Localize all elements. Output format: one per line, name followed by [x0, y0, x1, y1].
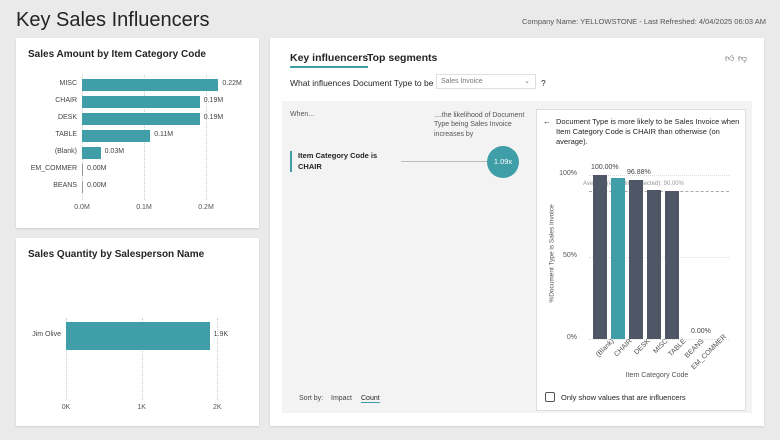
- category-label: BEANS: [53, 182, 77, 189]
- category-label: Jim Olive: [32, 331, 61, 338]
- data-label: 0.00%: [691, 328, 711, 335]
- x-tick-label: 0.0M: [74, 204, 90, 211]
- data-label: 96.88%: [627, 169, 651, 177]
- bar: [593, 175, 607, 339]
- x-tick-label: 0.2M: [198, 204, 214, 211]
- y-tick-label: 0%: [566, 334, 577, 341]
- x-tick-label: 1K: [137, 404, 146, 411]
- thumbs-down-icon[interactable]: 👎︎: [738, 53, 748, 63]
- page-title: Key Sales Influencers: [16, 9, 210, 31]
- bar: [82, 164, 83, 176]
- influencers-checkbox[interactable]: [545, 392, 555, 402]
- gridline: [141, 318, 143, 400]
- bar: [82, 130, 151, 142]
- sort-impact[interactable]: Impact: [331, 395, 353, 402]
- bar: [82, 79, 219, 91]
- bar: [66, 322, 210, 350]
- x-tick-label: 2K: [212, 404, 222, 411]
- data-label: 0.00M: [87, 182, 107, 189]
- y-tick-label: 100%: [559, 170, 577, 177]
- thumbs-up-icon[interactable]: 👍︎: [725, 53, 735, 63]
- x-axis-title: Item Category Code: [625, 372, 689, 379]
- back-arrow-icon[interactable]: ←: [543, 117, 551, 126]
- bar: [665, 190, 679, 339]
- data-label: 0.19M: [203, 114, 224, 121]
- help-icon[interactable]: ?: [541, 78, 546, 88]
- data-label: 0.03M: [104, 148, 125, 155]
- y-axis-title: %Document Type is Sales Invoice: [548, 204, 556, 303]
- detail-panel: ← Document Type is more likely to be Sal…: [536, 109, 746, 411]
- data-label: 1.9K: [213, 331, 229, 338]
- bar: [82, 113, 200, 125]
- gridline: [217, 318, 219, 400]
- sales-quantity-chart: 0K 1K 2K Jim Olive 1.9K: [16, 238, 259, 426]
- data-label: 100.00%: [591, 164, 619, 171]
- key-influencers-card: Key influencers Top segments 👍︎ 👎︎ What …: [270, 38, 764, 426]
- sales-amount-chart: 0.0M 0.1M 0.2M MISC 0.22M CHAIR 0.19M DESK 0.19M…: [16, 38, 259, 228]
- category-label: TABLE: [55, 131, 77, 138]
- sales-quantity-card: Sales Quantity by Salesperson Name 0K 1K 2…: [16, 238, 259, 426]
- target-dropdown[interactable]: Sales Invoice ⌄: [436, 74, 536, 89]
- bar: [629, 180, 643, 339]
- gridline: [589, 175, 729, 176]
- data-label: 0.00M: [87, 165, 107, 172]
- influencer-item[interactable]: Item Category Code is CHAIR: [290, 151, 385, 172]
- influencer-panel: When... ....the likelihood of Document T…: [282, 101, 752, 413]
- data-label: 0.19M: [203, 97, 224, 104]
- x-tick-label: 0.1M: [136, 204, 152, 211]
- chevron-down-icon: ⌄: [524, 78, 530, 85]
- refresh-info: Company Name: YELLOWSTONE - Last Refresh…: [521, 17, 766, 26]
- bar: [82, 96, 200, 108]
- chart-title: Sales Amount by Item Category Code: [28, 49, 206, 60]
- dropdown-value: Sales Invoice: [441, 78, 483, 85]
- data-label: 0.11M: [154, 131, 174, 138]
- x-tick-label: 0K: [61, 404, 71, 411]
- bar: [611, 178, 625, 339]
- when-label: When...: [290, 111, 315, 118]
- gridline: [206, 75, 207, 200]
- tab-key-influencers[interactable]: Key influencers: [290, 52, 369, 68]
- bar: [82, 181, 83, 193]
- arrow-line: [401, 161, 487, 162]
- detail-text: Document Type is more likely to be Sales…: [556, 117, 740, 147]
- tab-top-segments[interactable]: Top segments: [367, 52, 438, 64]
- bar: [647, 189, 661, 339]
- bar: [82, 147, 101, 159]
- gridline: [589, 339, 729, 340]
- sales-amount-card: Sales Amount by Item Category Code 0.0M 0…: [16, 38, 259, 228]
- gridline: [66, 318, 67, 400]
- y-tick-label: 50%: [562, 252, 577, 259]
- data-label: 0.22M: [222, 80, 242, 87]
- category-label: MISC: [59, 80, 78, 87]
- sort-label: Sort by:: [299, 395, 324, 402]
- chart-title: Sales Quantity by Salesperson Name: [28, 249, 205, 260]
- checkbox-label: Only show values that are influencers: [561, 393, 686, 402]
- category-label: (Blank): [54, 148, 77, 155]
- likelihood-label: ....the likelihood of Document Type bein…: [434, 112, 525, 138]
- question-label: What influences Document Type to be: [290, 78, 434, 88]
- detail-chart: 0%50%100%Average (excluding selected): 9…: [537, 110, 747, 412]
- sort-count[interactable]: Count: [361, 395, 380, 403]
- multiplier-bubble[interactable]: 1.09x: [487, 146, 519, 178]
- category-label: CHAIR: [55, 97, 77, 104]
- category-label: DESK: [57, 114, 77, 121]
- category-label: EM_COMMER: [30, 165, 77, 172]
